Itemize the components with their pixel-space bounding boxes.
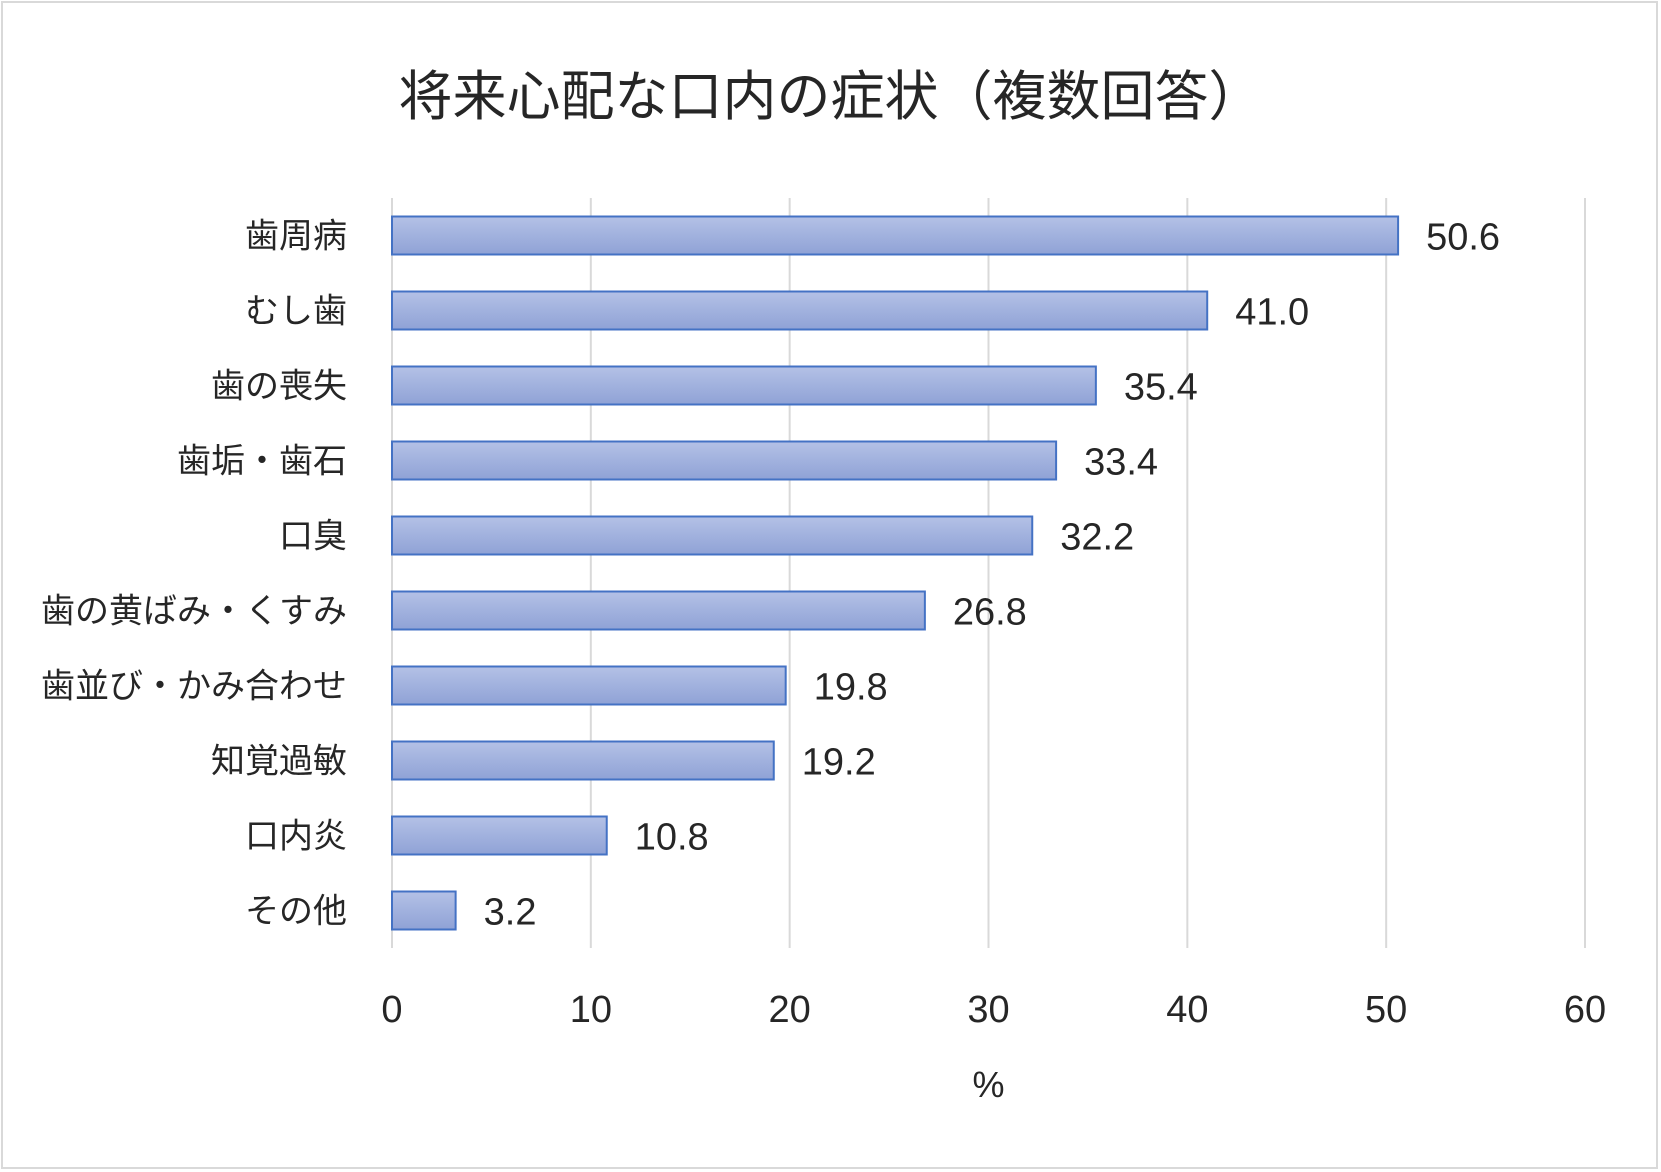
category-label: 口内炎 bbox=[245, 817, 347, 857]
bar bbox=[391, 890, 457, 931]
x-tick-label: 40 bbox=[1166, 989, 1208, 1031]
category-label: 歯垢・歯石 bbox=[177, 442, 347, 482]
bar bbox=[391, 215, 1400, 256]
bar bbox=[391, 740, 775, 781]
category-label: 知覚過敏 bbox=[211, 742, 347, 782]
x-tick-label: 50 bbox=[1365, 989, 1407, 1031]
value-label: 19.8 bbox=[814, 667, 888, 709]
labels: 0 10 20 30 40 50 60% 歯周病 50.6 むし歯 41.0 歯の喪失 35.4 歯垢・歯… bbox=[41, 217, 1606, 1106]
category-label: むし歯 bbox=[245, 292, 347, 332]
x-tick-label: 0 bbox=[381, 989, 402, 1031]
value-label: 35.4 bbox=[1124, 367, 1198, 409]
x-tick-label: 20 bbox=[769, 989, 811, 1031]
x-axis-title: % bbox=[972, 1064, 1004, 1105]
x-tick-label: 10 bbox=[570, 989, 612, 1031]
chart-title: 将来心配な口内の症状（複数回答） bbox=[398, 65, 1263, 128]
category-label: 歯の黄ばみ・くすみ bbox=[41, 592, 347, 632]
category-label: 歯の喪失 bbox=[211, 367, 347, 407]
category-label: 歯周病 bbox=[245, 217, 347, 257]
x-tick-label: 60 bbox=[1564, 989, 1606, 1031]
bar bbox=[391, 365, 1097, 406]
bar bbox=[391, 815, 608, 856]
value-label: 19.2 bbox=[802, 742, 876, 784]
category-label: 歯並び・かみ合わせ bbox=[41, 667, 347, 707]
value-label: 41.0 bbox=[1235, 292, 1309, 334]
bar bbox=[391, 515, 1034, 556]
value-label: 32.2 bbox=[1060, 517, 1134, 559]
value-label: 3.2 bbox=[484, 892, 537, 934]
value-label: 26.8 bbox=[953, 592, 1027, 634]
category-label: その他 bbox=[245, 892, 347, 932]
value-label: 50.6 bbox=[1426, 217, 1500, 259]
category-label: 口臭 bbox=[279, 517, 347, 557]
x-tick-label: 30 bbox=[967, 989, 1009, 1031]
value-label: 10.8 bbox=[635, 817, 709, 859]
bars bbox=[391, 215, 1400, 931]
bar bbox=[391, 590, 926, 631]
value-label: 33.4 bbox=[1084, 442, 1158, 484]
bar bbox=[391, 665, 787, 706]
bar bbox=[391, 440, 1058, 481]
bar bbox=[391, 290, 1209, 331]
